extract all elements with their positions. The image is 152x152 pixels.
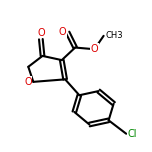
Text: Cl: Cl [128, 129, 137, 139]
Text: CH3: CH3 [105, 31, 123, 40]
Text: O: O [37, 28, 45, 38]
Text: O: O [58, 28, 66, 38]
Text: O: O [24, 77, 32, 87]
Text: O: O [91, 44, 98, 54]
